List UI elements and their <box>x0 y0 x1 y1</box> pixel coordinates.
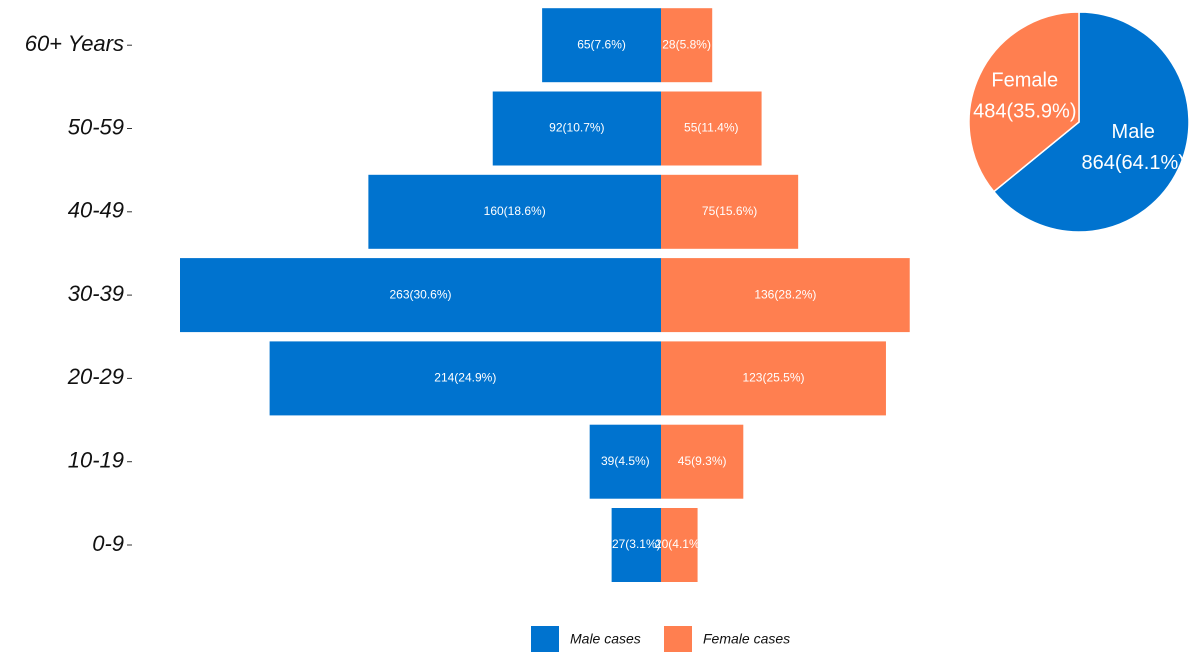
bar <box>368 174 661 249</box>
bar-label: 65(7.6%) <box>577 37 626 51</box>
pie-value-label: 484(35.9%) <box>973 101 1076 123</box>
pie-value-label: 864(64.1%) <box>1082 152 1185 174</box>
bar-label: 28(5.8%) <box>662 37 711 51</box>
bar-label: 55(11.4%) <box>684 121 738 135</box>
bar-label: 45(9.3%) <box>678 454 727 468</box>
bar <box>661 91 762 166</box>
y-tick-label: 10-19 <box>68 448 124 473</box>
bar-label: 263(30.6%) <box>389 287 451 301</box>
bar <box>661 424 744 499</box>
y-tick-label: 30-39 <box>68 281 124 306</box>
bar-label: 123(25.5%) <box>742 371 804 385</box>
bar <box>611 508 661 582</box>
legend-swatch <box>664 626 692 652</box>
legend-swatch <box>531 626 559 652</box>
pie-category: Male <box>1112 121 1155 143</box>
bar <box>661 174 799 249</box>
y-tick-label: 40-49 <box>68 198 124 223</box>
legend-label: Female cases <box>703 631 790 647</box>
bar-label: 214(24.9%) <box>434 371 496 385</box>
y-tick-label: 20-29 <box>67 364 124 389</box>
bar-label: 27(3.1%) <box>612 537 661 551</box>
bar <box>661 258 910 333</box>
bar-label: 136(28.2%) <box>754 287 816 301</box>
bar <box>269 341 661 416</box>
y-tick-label: 0-9 <box>92 531 124 556</box>
bar <box>492 91 661 166</box>
bar-label: 160(18.6%) <box>484 204 546 218</box>
bar-label: 39(4.5%) <box>601 454 650 468</box>
bar <box>661 8 713 83</box>
y-tick-label: 50-59 <box>68 114 124 139</box>
pie-slice <box>968 11 1080 193</box>
bar <box>661 341 886 416</box>
bar <box>661 508 698 582</box>
pie-category: Female <box>991 70 1058 92</box>
bar-label: 75(15.6%) <box>702 204 757 218</box>
bar <box>542 8 661 83</box>
bar-label: 20(4.1%) <box>655 537 704 551</box>
legend-label: Male cases <box>570 631 641 647</box>
bar <box>589 424 661 499</box>
bar <box>180 258 661 333</box>
bar-label: 92(10.7%) <box>549 121 604 135</box>
y-tick-label: 60+ Years <box>25 31 124 56</box>
pie-slice <box>992 11 1190 233</box>
